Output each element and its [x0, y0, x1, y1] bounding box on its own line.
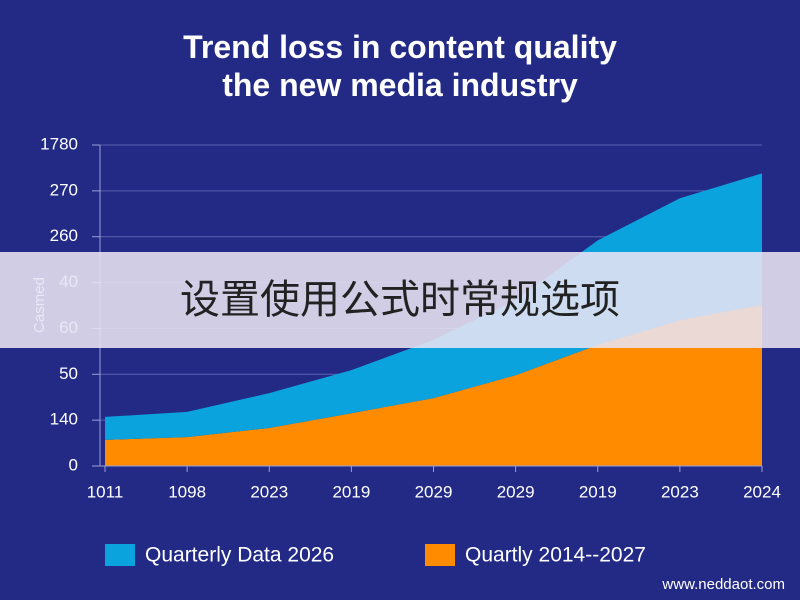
- y-tick-label: 270: [50, 180, 78, 199]
- legend-label: Quarterly Data 2026: [145, 544, 334, 567]
- banner: [0, 252, 800, 348]
- x-tick-label: 2029: [415, 482, 453, 501]
- y-tick-label: 1780: [40, 134, 78, 153]
- x-tick-label: 2019: [332, 482, 370, 501]
- legend-swatch: [105, 544, 135, 566]
- x-tick-label: 2024: [743, 482, 781, 501]
- banner-text: 设置使用公式时常规选项: [180, 277, 620, 323]
- legend-swatch: [425, 544, 455, 566]
- legend-label: Quartly 2014‑-2027: [465, 544, 646, 567]
- x-tick-label: 2019: [579, 482, 617, 501]
- y-tick-label: 0: [69, 455, 78, 474]
- x-tick-label: 2023: [661, 482, 699, 501]
- chart-title: Trend loss in content quality the new me…: [183, 29, 617, 103]
- y-tick-label: 140: [50, 410, 78, 429]
- x-tick-label: 1011: [87, 482, 124, 501]
- x-tick-label: 2023: [250, 482, 288, 501]
- x-tick-label: 2029: [497, 482, 535, 501]
- x-tick-label: 1098: [168, 482, 206, 501]
- watermark: www.neddaot.com: [661, 576, 785, 593]
- y-tick-label: 50: [59, 364, 78, 383]
- y-tick-label: 260: [50, 226, 78, 245]
